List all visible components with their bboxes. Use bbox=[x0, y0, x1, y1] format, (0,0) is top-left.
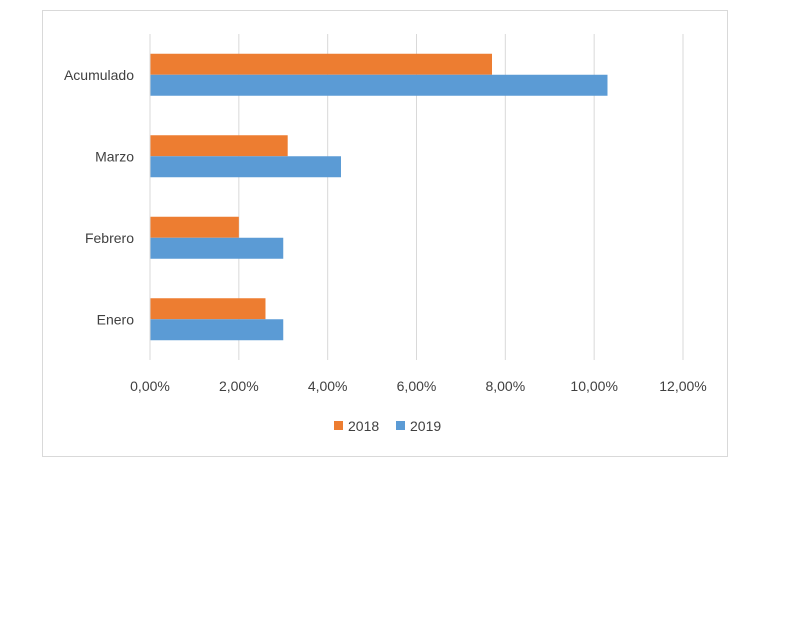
bar-2018-marzo bbox=[150, 135, 288, 157]
x-tick-label: 10,00% bbox=[570, 378, 617, 394]
x-tick-label: 8,00% bbox=[485, 378, 525, 394]
bar-2018-acumulado bbox=[150, 53, 493, 75]
x-tick-label: 2,00% bbox=[219, 378, 259, 394]
bar-2019-marzo bbox=[150, 156, 341, 178]
x-tick-label: 4,00% bbox=[308, 378, 348, 394]
category-label: Febrero bbox=[85, 230, 134, 246]
x-tick-label: 6,00% bbox=[397, 378, 437, 394]
bar-2019-enero bbox=[150, 319, 284, 341]
legend-label: 2018 bbox=[348, 418, 379, 434]
category-label: Acumulado bbox=[64, 67, 134, 83]
bar-2019-acumulado bbox=[150, 74, 608, 96]
legend-label: 2019 bbox=[410, 418, 441, 434]
bar-2018-febrero bbox=[150, 216, 239, 238]
legend-swatch-2019 bbox=[396, 421, 405, 430]
category-label: Enero bbox=[97, 311, 135, 327]
x-tick-label: 12,00% bbox=[659, 378, 706, 394]
bar-2018-enero bbox=[150, 298, 266, 320]
bar-2019-febrero bbox=[150, 237, 284, 259]
category-label: Marzo bbox=[95, 148, 134, 164]
x-tick-label: 0,00% bbox=[130, 378, 170, 394]
legend-swatch-2018 bbox=[334, 421, 343, 430]
